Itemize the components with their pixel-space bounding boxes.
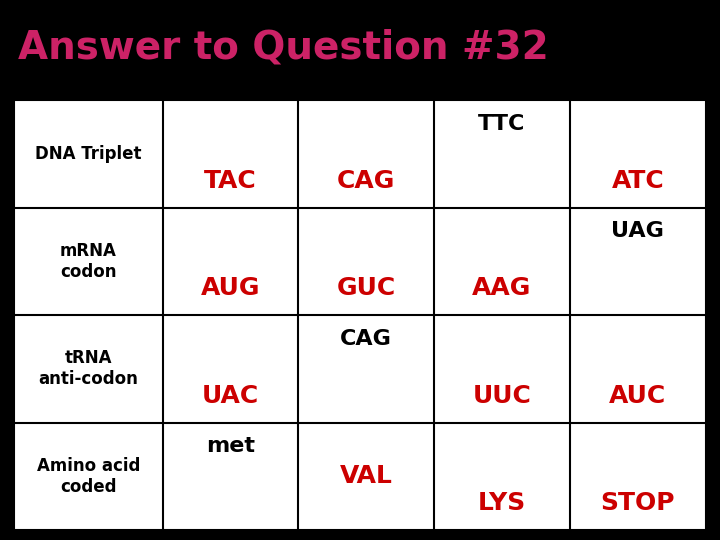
Text: STOP: STOP [600,491,675,515]
Text: UAG: UAG [611,221,665,241]
Text: Answer to Question #32: Answer to Question #32 [18,29,549,66]
Bar [14,100,706,530]
Text: TAC: TAC [204,168,257,193]
Text: AUG: AUG [201,276,261,300]
Text: LYS: LYS [478,491,526,515]
Text: Amino acid
coded: Amino acid coded [37,457,140,496]
Text: met: met [206,436,255,456]
Text: AUC: AUC [609,383,667,408]
Text: tRNA
anti-codon: tRNA anti-codon [38,349,138,388]
Text: CAG: CAG [341,329,392,349]
Text: ATC: ATC [611,168,665,193]
Text: VAL: VAL [340,464,392,488]
Text: AAG: AAG [472,276,531,300]
Text: TTC: TTC [478,113,526,133]
Text: CAG: CAG [337,168,395,193]
Text: GUC: GUC [337,276,396,300]
Text: DNA Triplet: DNA Triplet [35,145,142,163]
Text: mRNA
codon: mRNA codon [60,242,117,281]
Text: UUC: UUC [472,383,531,408]
Text: UAC: UAC [202,383,259,408]
